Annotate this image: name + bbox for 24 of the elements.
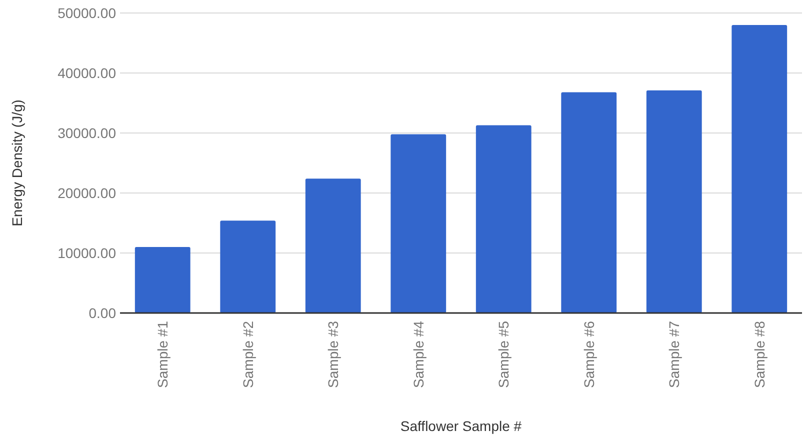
x-axis-title: Safflower Sample # — [400, 418, 522, 434]
x-tick-label: Sample #5 — [496, 320, 512, 388]
y-tick-label: 10000.00 — [58, 244, 116, 261]
bar — [390, 134, 446, 313]
bar — [220, 220, 276, 313]
bar — [305, 178, 361, 313]
y-tick-label: 50000.00 — [58, 4, 116, 21]
x-tick-label: Sample #7 — [666, 320, 682, 388]
x-tick-label: Sample #2 — [240, 320, 256, 388]
x-tick-label: Sample #1 — [154, 320, 171, 388]
bar — [476, 125, 532, 313]
y-tick-label: 0.00 — [88, 304, 116, 321]
x-tick-label: Sample #6 — [580, 320, 597, 388]
bar — [561, 92, 617, 313]
bar — [732, 25, 788, 313]
x-tick-label: Sample #8 — [751, 320, 768, 388]
y-axis-title: Energy Density (J/g) — [9, 100, 25, 226]
y-tick-label: 40000.00 — [58, 64, 116, 81]
bar — [134, 247, 190, 313]
y-tick-label: 30000.00 — [58, 124, 116, 141]
x-tick-label: Sample #3 — [325, 320, 342, 388]
x-tick-label: Sample #4 — [410, 320, 426, 388]
y-tick-label: 20000.00 — [58, 184, 116, 201]
bar — [646, 90, 702, 313]
